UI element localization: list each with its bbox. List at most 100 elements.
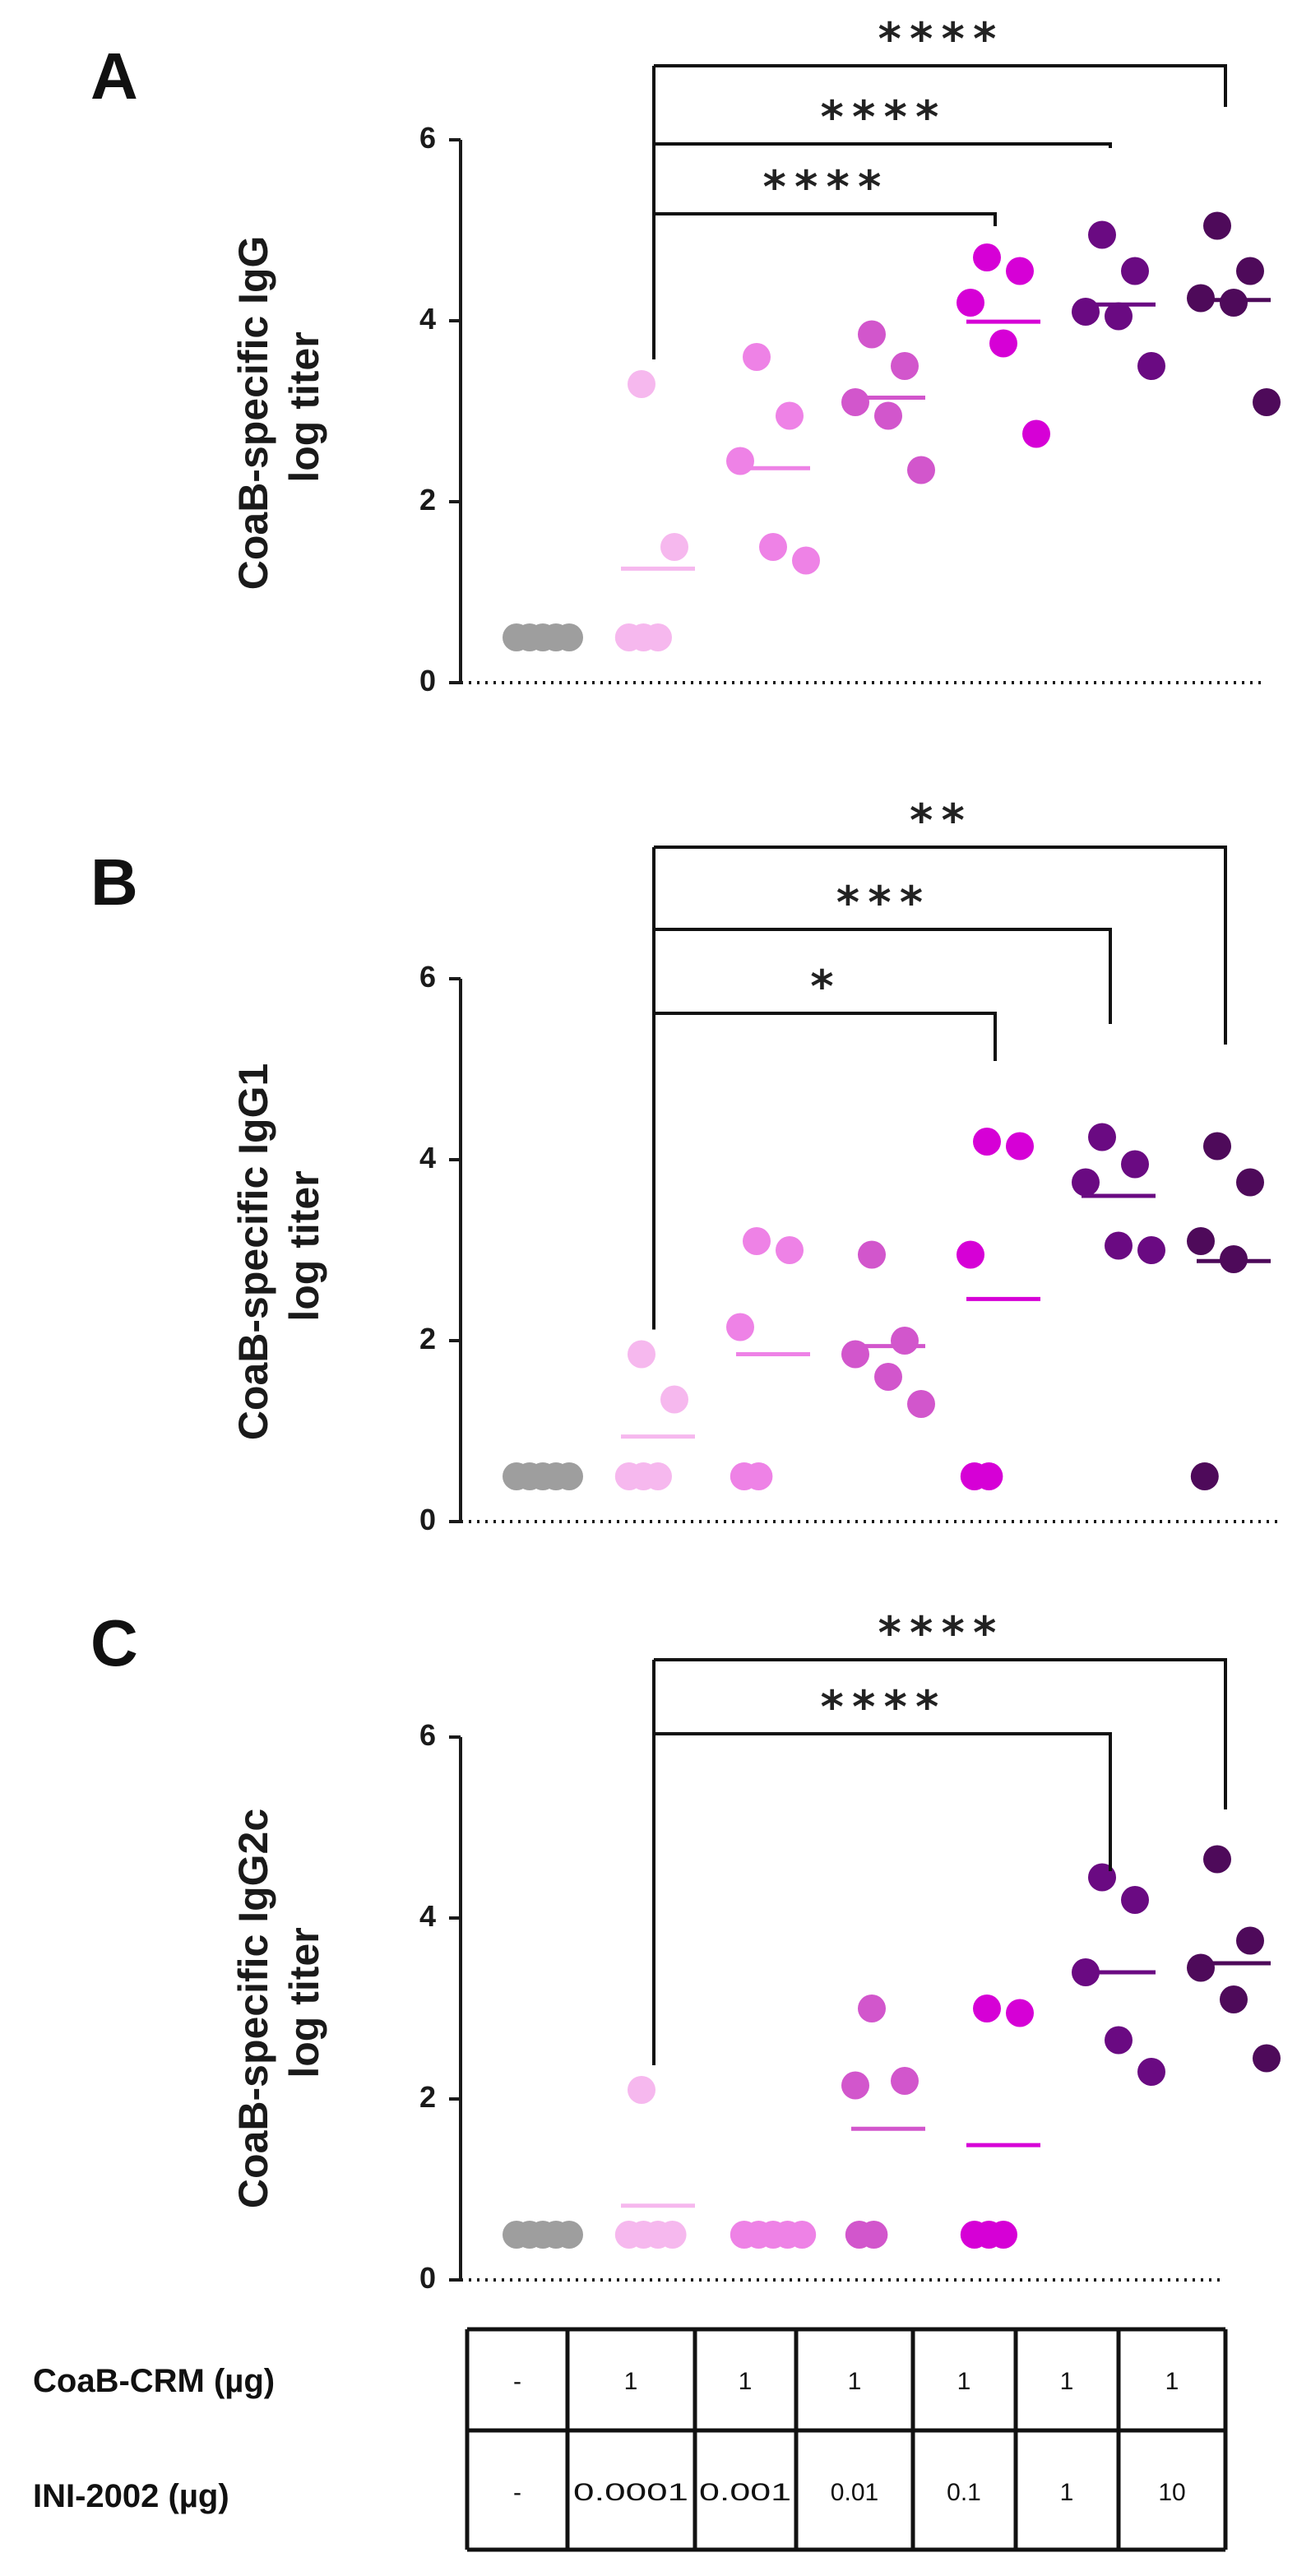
data-point — [989, 2221, 1017, 2249]
data-point — [859, 2221, 888, 2249]
chart-marks — [449, 1735, 1281, 2282]
significance-label: * — [808, 961, 841, 1012]
y-tick-label: 2 — [419, 1322, 436, 1355]
panel-letter: B — [90, 846, 138, 919]
y-axis-label: CoaB-specific IgG2c log titer — [230, 1797, 327, 2208]
data-point — [874, 401, 902, 430]
data-point — [644, 623, 672, 651]
data-point — [907, 456, 935, 484]
significance-label: **** — [761, 161, 887, 213]
data-point — [973, 243, 1001, 271]
data-point — [891, 2067, 919, 2095]
y-tick-label: 0 — [419, 664, 436, 697]
data-point — [1137, 1236, 1165, 1264]
y-axis-label-line2: log titer — [281, 1170, 327, 1321]
data-point — [1187, 1227, 1215, 1255]
data-point — [858, 1240, 886, 1269]
table-row-label-ini2002: INI-2002 (µg) — [33, 2478, 229, 2514]
data-point — [1105, 302, 1133, 331]
data-point — [973, 1995, 1001, 2022]
data-point — [989, 329, 1017, 358]
table-cell: 10 — [1158, 2479, 1185, 2506]
data-point — [1137, 352, 1165, 380]
table-cell: 0.01 — [831, 2479, 878, 2506]
table-cell: 1 — [624, 2368, 638, 2395]
data-point — [1006, 257, 1034, 285]
chart-marks — [449, 977, 1283, 1523]
significance-label: *** — [835, 877, 930, 929]
data-point — [957, 289, 984, 317]
table-cell: 0.1 — [947, 2479, 981, 2506]
y-tick-label: 6 — [419, 1718, 436, 1752]
data-point — [743, 1227, 771, 1255]
data-point — [1022, 419, 1050, 448]
data-point — [759, 533, 787, 561]
y-axis-label-line2: log titer — [281, 331, 327, 482]
dose-table: CoaB-CRM (µg) INI-2002 (µg) - 1 1 1 1 1 … — [33, 2327, 1228, 2552]
significance-bracket — [654, 928, 1112, 1024]
data-point — [1253, 2044, 1281, 2073]
y-tick-label: 4 — [419, 1899, 436, 1933]
data-point — [644, 1462, 672, 1490]
y-tick-label: 0 — [419, 2261, 436, 2295]
data-point — [891, 1327, 919, 1355]
data-point — [1137, 2058, 1165, 2086]
y-axis-label-line1: CoaB-specific IgG1 — [230, 1063, 276, 1440]
data-point — [874, 1363, 902, 1391]
y-axis-label-line1: CoaB-specific IgG — [230, 236, 276, 591]
data-point — [1072, 1168, 1100, 1197]
data-point — [1105, 2026, 1133, 2055]
data-point — [1190, 1462, 1219, 1490]
data-point — [1121, 1886, 1149, 1914]
data-point — [1088, 220, 1116, 249]
data-point — [1203, 1132, 1231, 1161]
data-point — [1072, 298, 1100, 326]
significance-bracket — [654, 1732, 1112, 1871]
significance-bracket — [654, 1012, 997, 1061]
y-axis-label-line1: CoaB-specific IgG2c — [230, 1809, 276, 2208]
data-point — [1236, 1168, 1264, 1197]
significance-bracket — [654, 142, 1112, 148]
data-point — [1006, 1132, 1034, 1161]
data-point — [658, 2221, 687, 2249]
table-cell: - — [513, 2479, 521, 2506]
chart-marks — [449, 138, 1281, 684]
data-point — [1220, 289, 1248, 317]
significance-label: **** — [818, 1681, 945, 1733]
y-tick-label: 6 — [419, 960, 436, 994]
y-tick-label: 0 — [419, 1503, 436, 1536]
y-tick-label: 4 — [419, 1141, 436, 1174]
data-point — [1236, 257, 1264, 285]
table-cell: 1 — [848, 2368, 862, 2395]
y-axis-label: CoaB-specific IgG log titer — [230, 225, 327, 591]
table-cell: 1 — [1060, 2368, 1074, 2395]
data-point — [628, 2076, 655, 2104]
table-cell: 1 — [1060, 2479, 1074, 2506]
data-point — [1105, 1231, 1133, 1260]
table-cell: 1 — [957, 2368, 971, 2395]
y-axis-label: CoaB-specific IgG1 log titer — [230, 1052, 327, 1440]
significance-label: **** — [876, 1607, 1003, 1659]
panel-c: C CoaB-specific IgG2c log titer 0 2 4 6 … — [90, 1606, 1281, 2295]
significance-brackets: **** **** **** — [652, 13, 1227, 359]
table-row-label-coab: CoaB-CRM (µg) — [33, 2363, 275, 2399]
data-point — [858, 1995, 886, 2022]
y-tick-label: 4 — [419, 302, 436, 336]
data-point — [792, 546, 820, 575]
data-point — [975, 1462, 1003, 1490]
data-point — [891, 352, 919, 380]
significance-bracket — [654, 1658, 1227, 1809]
data-point — [1088, 1123, 1116, 1151]
panel-a: A CoaB-specific IgG log titer 0 2 4 6 **… — [90, 13, 1281, 697]
table-cell: 1 — [1165, 2368, 1179, 2395]
data-point — [744, 1462, 773, 1490]
data-point — [743, 343, 771, 371]
data-point — [841, 388, 869, 416]
table-cell: 0.001 — [699, 2479, 791, 2506]
data-point — [1236, 1926, 1264, 1955]
data-point — [628, 1340, 655, 1369]
table-cell: 1 — [739, 2368, 753, 2395]
significance-bracket — [654, 64, 1227, 107]
data-point — [660, 1385, 688, 1414]
